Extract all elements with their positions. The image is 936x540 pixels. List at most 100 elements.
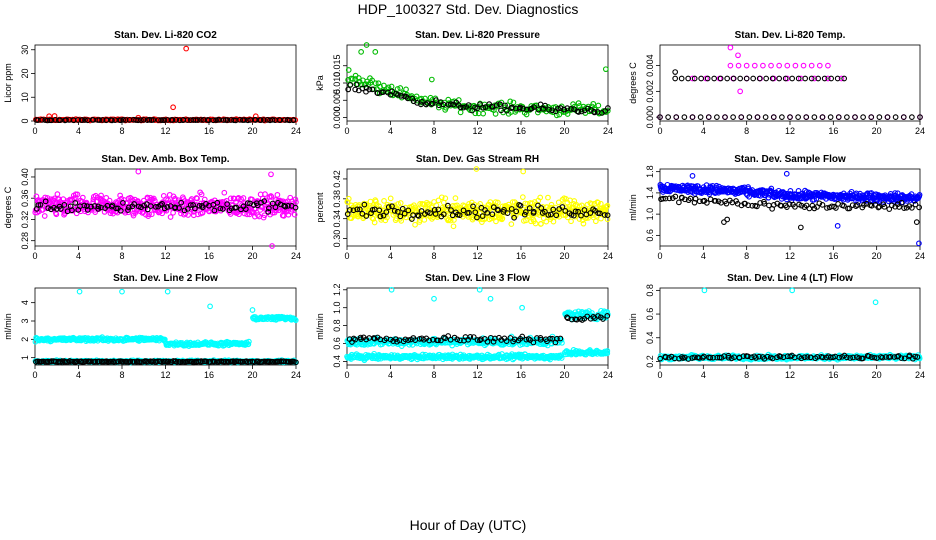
data-point-hourly	[844, 114, 850, 120]
data-point-hourly	[803, 114, 810, 120]
data-point	[838, 75, 845, 82]
data-point-hourly	[789, 75, 796, 82]
plot-frame	[34, 44, 297, 122]
data-point-hourly	[555, 105, 561, 112]
x-tick-label: 4	[388, 126, 393, 136]
x-tick-label: 0	[32, 370, 37, 380]
y-tick-label: 1.2	[332, 284, 342, 297]
x-tick-label: 12	[785, 370, 795, 380]
data-point-hourly	[917, 114, 923, 120]
data-point-hourly	[447, 101, 454, 107]
x-tick-label: 16	[516, 370, 526, 380]
x-tick-label: 0	[657, 126, 662, 136]
y-tick-label: 0.38	[332, 190, 342, 208]
data-point-hourly	[770, 114, 777, 120]
y-axis-label: Licor ppm	[3, 63, 13, 103]
data-point-hourly	[568, 106, 574, 112]
x-tick-label: 4	[701, 251, 706, 261]
data-point	[170, 209, 176, 216]
data-point	[252, 113, 259, 120]
plot-title: Stan. Dev. Gas Stream RH	[416, 154, 539, 165]
data-point-hourly	[352, 86, 359, 93]
data-point	[480, 110, 487, 117]
data-point	[743, 62, 750, 69]
x-tick-label: 0	[344, 370, 349, 380]
plot-title: Stan. Dev. Li-820 Pressure	[415, 30, 540, 41]
data-point-hourly	[819, 114, 826, 120]
data-point-hourly	[184, 117, 191, 123]
data-point	[42, 194, 48, 201]
x-tick-label: 24	[603, 251, 613, 261]
data-point-hourly	[730, 114, 736, 120]
x-tick-label: 4	[76, 370, 81, 380]
data-point-hourly	[366, 86, 373, 93]
data-point	[452, 195, 459, 201]
data-point-hourly	[498, 107, 504, 114]
x-tick-label: 16	[204, 370, 214, 380]
data-point	[727, 44, 734, 51]
data-point-hourly	[657, 114, 663, 120]
data-point-hourly	[852, 114, 858, 120]
x-tick-label: 16	[516, 251, 526, 261]
data-point-hourly	[477, 101, 483, 108]
data-point-hourly	[691, 75, 698, 82]
x-tick-label: 24	[915, 126, 925, 136]
data-point-hourly	[347, 82, 354, 88]
data-point	[349, 76, 356, 82]
y-tick-label: 3	[20, 318, 30, 323]
x-tick-label: 20	[247, 370, 257, 380]
x-tick-label: 16	[204, 126, 214, 136]
data-point	[381, 82, 387, 89]
data-point	[789, 287, 796, 294]
data-point	[363, 42, 370, 48]
data-point-hourly	[96, 117, 103, 123]
y-tick-label: 2	[20, 337, 30, 342]
data-point	[811, 75, 818, 82]
data-point	[106, 197, 113, 204]
data-point-hourly	[909, 114, 915, 120]
plot-title: Stan. Dev. Sample Flow	[734, 154, 846, 165]
data-point-hourly	[591, 109, 598, 116]
data-point	[735, 52, 741, 59]
x-tick-label: 4	[388, 251, 393, 261]
data-point-hourly	[665, 114, 671, 120]
data-point	[355, 75, 362, 81]
data-point	[519, 304, 525, 311]
y-tick-label: 0.010	[332, 72, 342, 95]
data-point-hourly	[724, 75, 731, 82]
data-point-hourly	[418, 101, 424, 108]
data-point-hourly	[779, 114, 785, 120]
x-tick-label: 24	[915, 251, 925, 261]
data-point-hourly	[916, 204, 922, 211]
data-point-hourly	[546, 106, 552, 113]
y-axis-label: degrees C	[3, 186, 13, 228]
data-point-hourly	[63, 117, 69, 123]
data-point	[345, 67, 352, 73]
y-tick-label: 1.0	[332, 301, 342, 314]
data-point	[792, 62, 799, 69]
data-point-hourly	[676, 199, 682, 206]
data-point	[207, 303, 213, 310]
data-point	[54, 191, 61, 197]
y-tick-label: 4	[20, 300, 30, 305]
x-tick-label: 8	[431, 126, 436, 136]
data-point-hourly	[698, 75, 705, 82]
data-point-hourly	[884, 114, 891, 120]
data-point-hourly	[811, 114, 818, 120]
data-point-hourly	[828, 75, 835, 82]
y-tick-label: 0.002	[645, 80, 655, 103]
x-tick-label: 12	[472, 370, 482, 380]
data-point	[53, 211, 60, 218]
data-point	[751, 62, 758, 69]
data-point-hourly	[39, 117, 45, 123]
data-point-hourly	[704, 75, 711, 82]
y-tick-label: 0.28	[20, 232, 30, 250]
data-point-hourly	[194, 117, 201, 123]
x-tick-label: 8	[119, 251, 124, 261]
data-point-hourly	[542, 102, 548, 109]
x-tick-label: 12	[785, 126, 795, 136]
data-point	[394, 86, 401, 92]
data-point-hourly	[290, 117, 297, 123]
data-point	[507, 98, 514, 105]
page-title: HDP_100327 Std. Dev. Diagnostics	[357, 1, 579, 17]
